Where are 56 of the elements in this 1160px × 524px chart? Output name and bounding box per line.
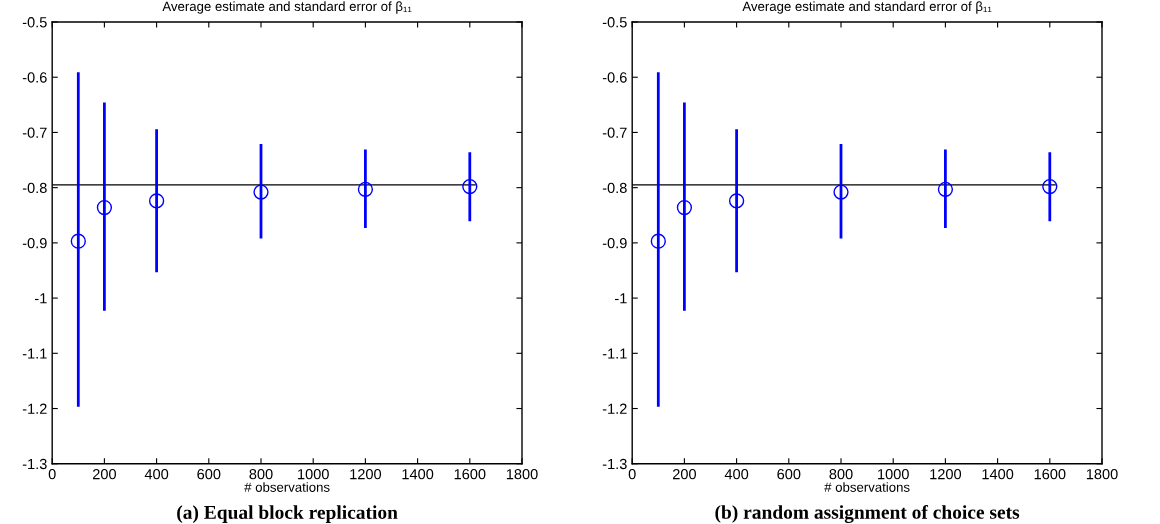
- y-tick-label: -1: [615, 293, 627, 304]
- x-tick-label: 0: [48, 468, 56, 480]
- y-tick-label: -1.2: [602, 403, 627, 414]
- y-tick-label: -0.7: [602, 127, 627, 138]
- y-tick-label: -0.8: [602, 182, 627, 194]
- point: [676, 199, 693, 216]
- text: (b) random assignment of choice sets: [715, 504, 1020, 523]
- x-tick-label: 600: [197, 468, 221, 480]
- point: [70, 233, 86, 249]
- x-tick-label: 200: [672, 468, 696, 480]
- y-tick-label: -1.3: [602, 458, 627, 470]
- chart-title: Average estimate and standard error of β₁₁: [162, 1, 412, 14]
- x-tick-label: 1000: [298, 468, 329, 480]
- point: [833, 184, 849, 200]
- y-tick-label: -0.5: [22, 17, 47, 28]
- x-tick-label: 1600: [454, 468, 486, 480]
- point: [937, 181, 954, 197]
- y-tick-label: -1: [35, 293, 47, 304]
- y-tick-label: -1.3: [22, 458, 47, 470]
- x-tick-label: 1800: [1086, 468, 1118, 480]
- y-tick-label: -0.5: [602, 17, 627, 28]
- point: [728, 193, 745, 209]
- y-tick-label: -1.2: [22, 403, 47, 414]
- x-tick-label: 1000: [878, 468, 909, 480]
- chart-title: Average estimate and standard error of β₁₁: [742, 1, 992, 14]
- x-tick-label: 800: [829, 468, 853, 480]
- x-tick-label: 400: [144, 468, 169, 480]
- y-tick-label: -0.8: [22, 182, 47, 194]
- text: (a) Equal block replication: [177, 505, 398, 523]
- y-tick-label: -0.9: [22, 237, 47, 249]
- x-tick-label: 0: [628, 468, 636, 480]
- point: [650, 233, 666, 249]
- y-tick-label: -0.9: [602, 237, 627, 249]
- y-tick-label: -0.6: [22, 72, 47, 83]
- x-tick-label: 1400: [402, 468, 434, 480]
- point: [357, 181, 374, 197]
- x-tick-label: 600: [777, 468, 801, 480]
- y-tick-label: -0.6: [602, 72, 627, 83]
- x-tick-label: 1200: [350, 468, 382, 480]
- x-tick-label: 1200: [930, 468, 962, 480]
- point: [148, 193, 165, 209]
- x-tick-label: 200: [92, 468, 116, 480]
- y-tick-label: -0.7: [22, 127, 47, 138]
- x-tick-label: 1600: [1034, 468, 1066, 480]
- y-tick-label: -1.1: [602, 348, 627, 359]
- x-tick-label: 1800: [506, 468, 538, 480]
- y-tick-label: -1.1: [22, 348, 47, 359]
- x-tick-label: 400: [724, 468, 749, 480]
- point: [462, 178, 478, 195]
- point: [96, 199, 113, 216]
- x-axis-title: # observations: [824, 482, 910, 492]
- x-tick-label: 1400: [982, 468, 1014, 480]
- x-tick-label: 800: [249, 468, 273, 480]
- x-axis-title: # observations: [244, 482, 330, 492]
- point: [1042, 178, 1058, 195]
- point: [253, 184, 269, 200]
